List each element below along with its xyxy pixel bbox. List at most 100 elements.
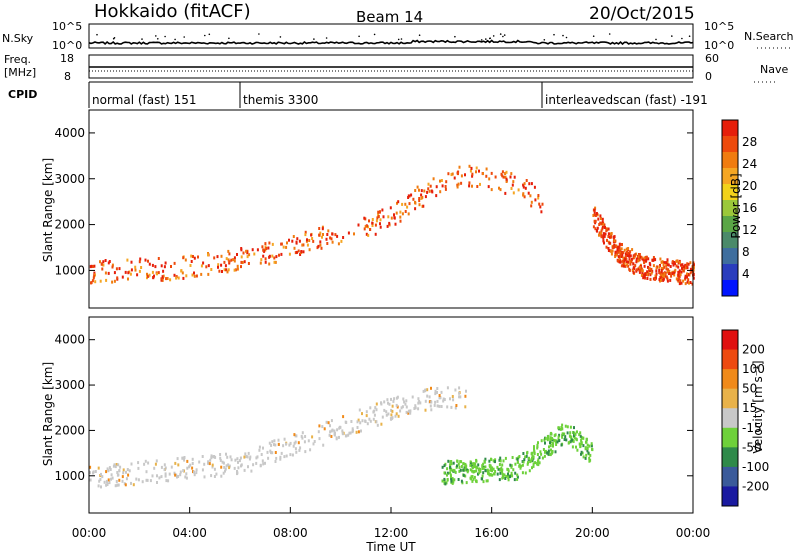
velocity-cell — [498, 458, 501, 462]
power-cell — [205, 265, 208, 269]
y-tick-label: 3000 — [54, 378, 85, 392]
velocity-cell — [511, 456, 514, 459]
velocity-cell — [89, 465, 92, 469]
nsearch-point — [96, 33, 98, 36]
power-cell — [662, 263, 665, 267]
power-panel: 1000 2000 3000 4000 Slant Range [km] — [41, 109, 695, 309]
velocity-cell — [494, 460, 496, 464]
velocity-colorbar-swatch — [722, 388, 738, 409]
power-cell — [686, 280, 689, 284]
power-cell — [595, 229, 598, 232]
velocity-cell — [504, 477, 507, 480]
power-cell — [195, 274, 198, 278]
velocity-cell — [318, 424, 321, 428]
velocity-cell — [569, 425, 572, 429]
velocity-cell — [532, 462, 535, 466]
velocity-cell — [237, 466, 240, 470]
power-cell — [487, 185, 490, 189]
velocity-cell — [482, 480, 485, 484]
power-cell — [304, 230, 307, 234]
power-cell — [637, 259, 640, 263]
power-cell — [659, 257, 662, 261]
velocity-cell — [497, 467, 500, 471]
velocity-cell — [477, 463, 480, 467]
power-cell — [665, 264, 668, 268]
velocity-cell — [321, 425, 324, 429]
power-cell — [658, 265, 661, 269]
velocity-cell — [116, 471, 119, 474]
velocity-cell — [466, 468, 469, 472]
power-cell — [161, 278, 164, 282]
velocity-cell — [391, 416, 394, 420]
power-cell — [522, 185, 525, 189]
power-cell — [421, 195, 424, 199]
velocity-cell — [450, 477, 453, 481]
power-cell — [321, 227, 324, 231]
velocity-cell — [549, 441, 551, 445]
velocity-cell — [399, 409, 402, 413]
power-cell — [605, 245, 608, 249]
power-cell — [668, 269, 671, 273]
velocity-cell — [475, 465, 477, 469]
power-cell — [175, 276, 178, 280]
velocity-cell — [240, 463, 243, 467]
velocity-colorbar-swatch — [722, 369, 738, 390]
velocity-cell — [445, 481, 448, 485]
velocity-cell — [128, 469, 131, 473]
velocity-cell — [465, 389, 467, 393]
velocity-cell — [125, 477, 128, 481]
velocity-cell — [380, 402, 383, 406]
power-cell — [102, 263, 105, 267]
power-cell — [537, 194, 540, 197]
power-cell — [318, 233, 321, 237]
velocity-cell — [144, 459, 147, 463]
velocity-cell — [556, 440, 559, 444]
power-colorbar-swatch — [722, 232, 738, 249]
power-cell — [365, 224, 368, 228]
power-cell — [153, 274, 155, 278]
velocity-cell — [222, 461, 225, 465]
velocity-cell — [509, 475, 511, 479]
power-cell — [468, 164, 471, 168]
power-cell — [607, 247, 610, 250]
velocity-cell — [351, 430, 354, 434]
velocity-cell — [424, 388, 427, 392]
velocity-cell — [285, 454, 288, 458]
power-cell — [685, 264, 688, 267]
velocity-colorbar: 200 100 50 15 -15 -50 -100 -200 Velocity [m s⁻¹… — [721, 329, 769, 507]
velocity-cell — [245, 455, 248, 458]
power-cell — [127, 277, 129, 281]
power-cell — [136, 273, 139, 277]
power-cell — [297, 249, 300, 253]
power-cell — [291, 239, 294, 243]
power-cell — [692, 265, 695, 269]
velocity-cell — [145, 470, 148, 474]
velocity-cell — [459, 395, 462, 399]
velocity-cell — [509, 463, 512, 467]
power-cell — [308, 239, 311, 242]
velocity-cell — [358, 408, 361, 412]
velocity-cell — [154, 462, 157, 466]
power-cell — [639, 268, 642, 272]
power-cell — [445, 180, 448, 184]
power-cell — [661, 260, 664, 264]
power-cell — [444, 187, 447, 191]
velocity-cell — [481, 464, 484, 468]
velocity-cell — [514, 471, 517, 475]
power-cell — [322, 233, 324, 236]
velocity-cell — [89, 478, 92, 482]
velocity-cell — [262, 462, 265, 466]
power-cell — [624, 255, 627, 258]
power-cell — [644, 273, 647, 276]
velocity-cell — [481, 467, 484, 470]
velocity-cell — [564, 435, 567, 439]
velocity-cell — [229, 455, 232, 459]
velocity-cell — [561, 423, 564, 427]
power-cell — [329, 236, 332, 240]
velocity-cell — [368, 417, 371, 421]
velocity-cell — [359, 421, 362, 425]
y-tick-label: 2000 — [54, 218, 85, 232]
velocity-cell — [417, 397, 420, 401]
velocity-cell — [160, 475, 163, 479]
power-cell — [248, 253, 251, 257]
